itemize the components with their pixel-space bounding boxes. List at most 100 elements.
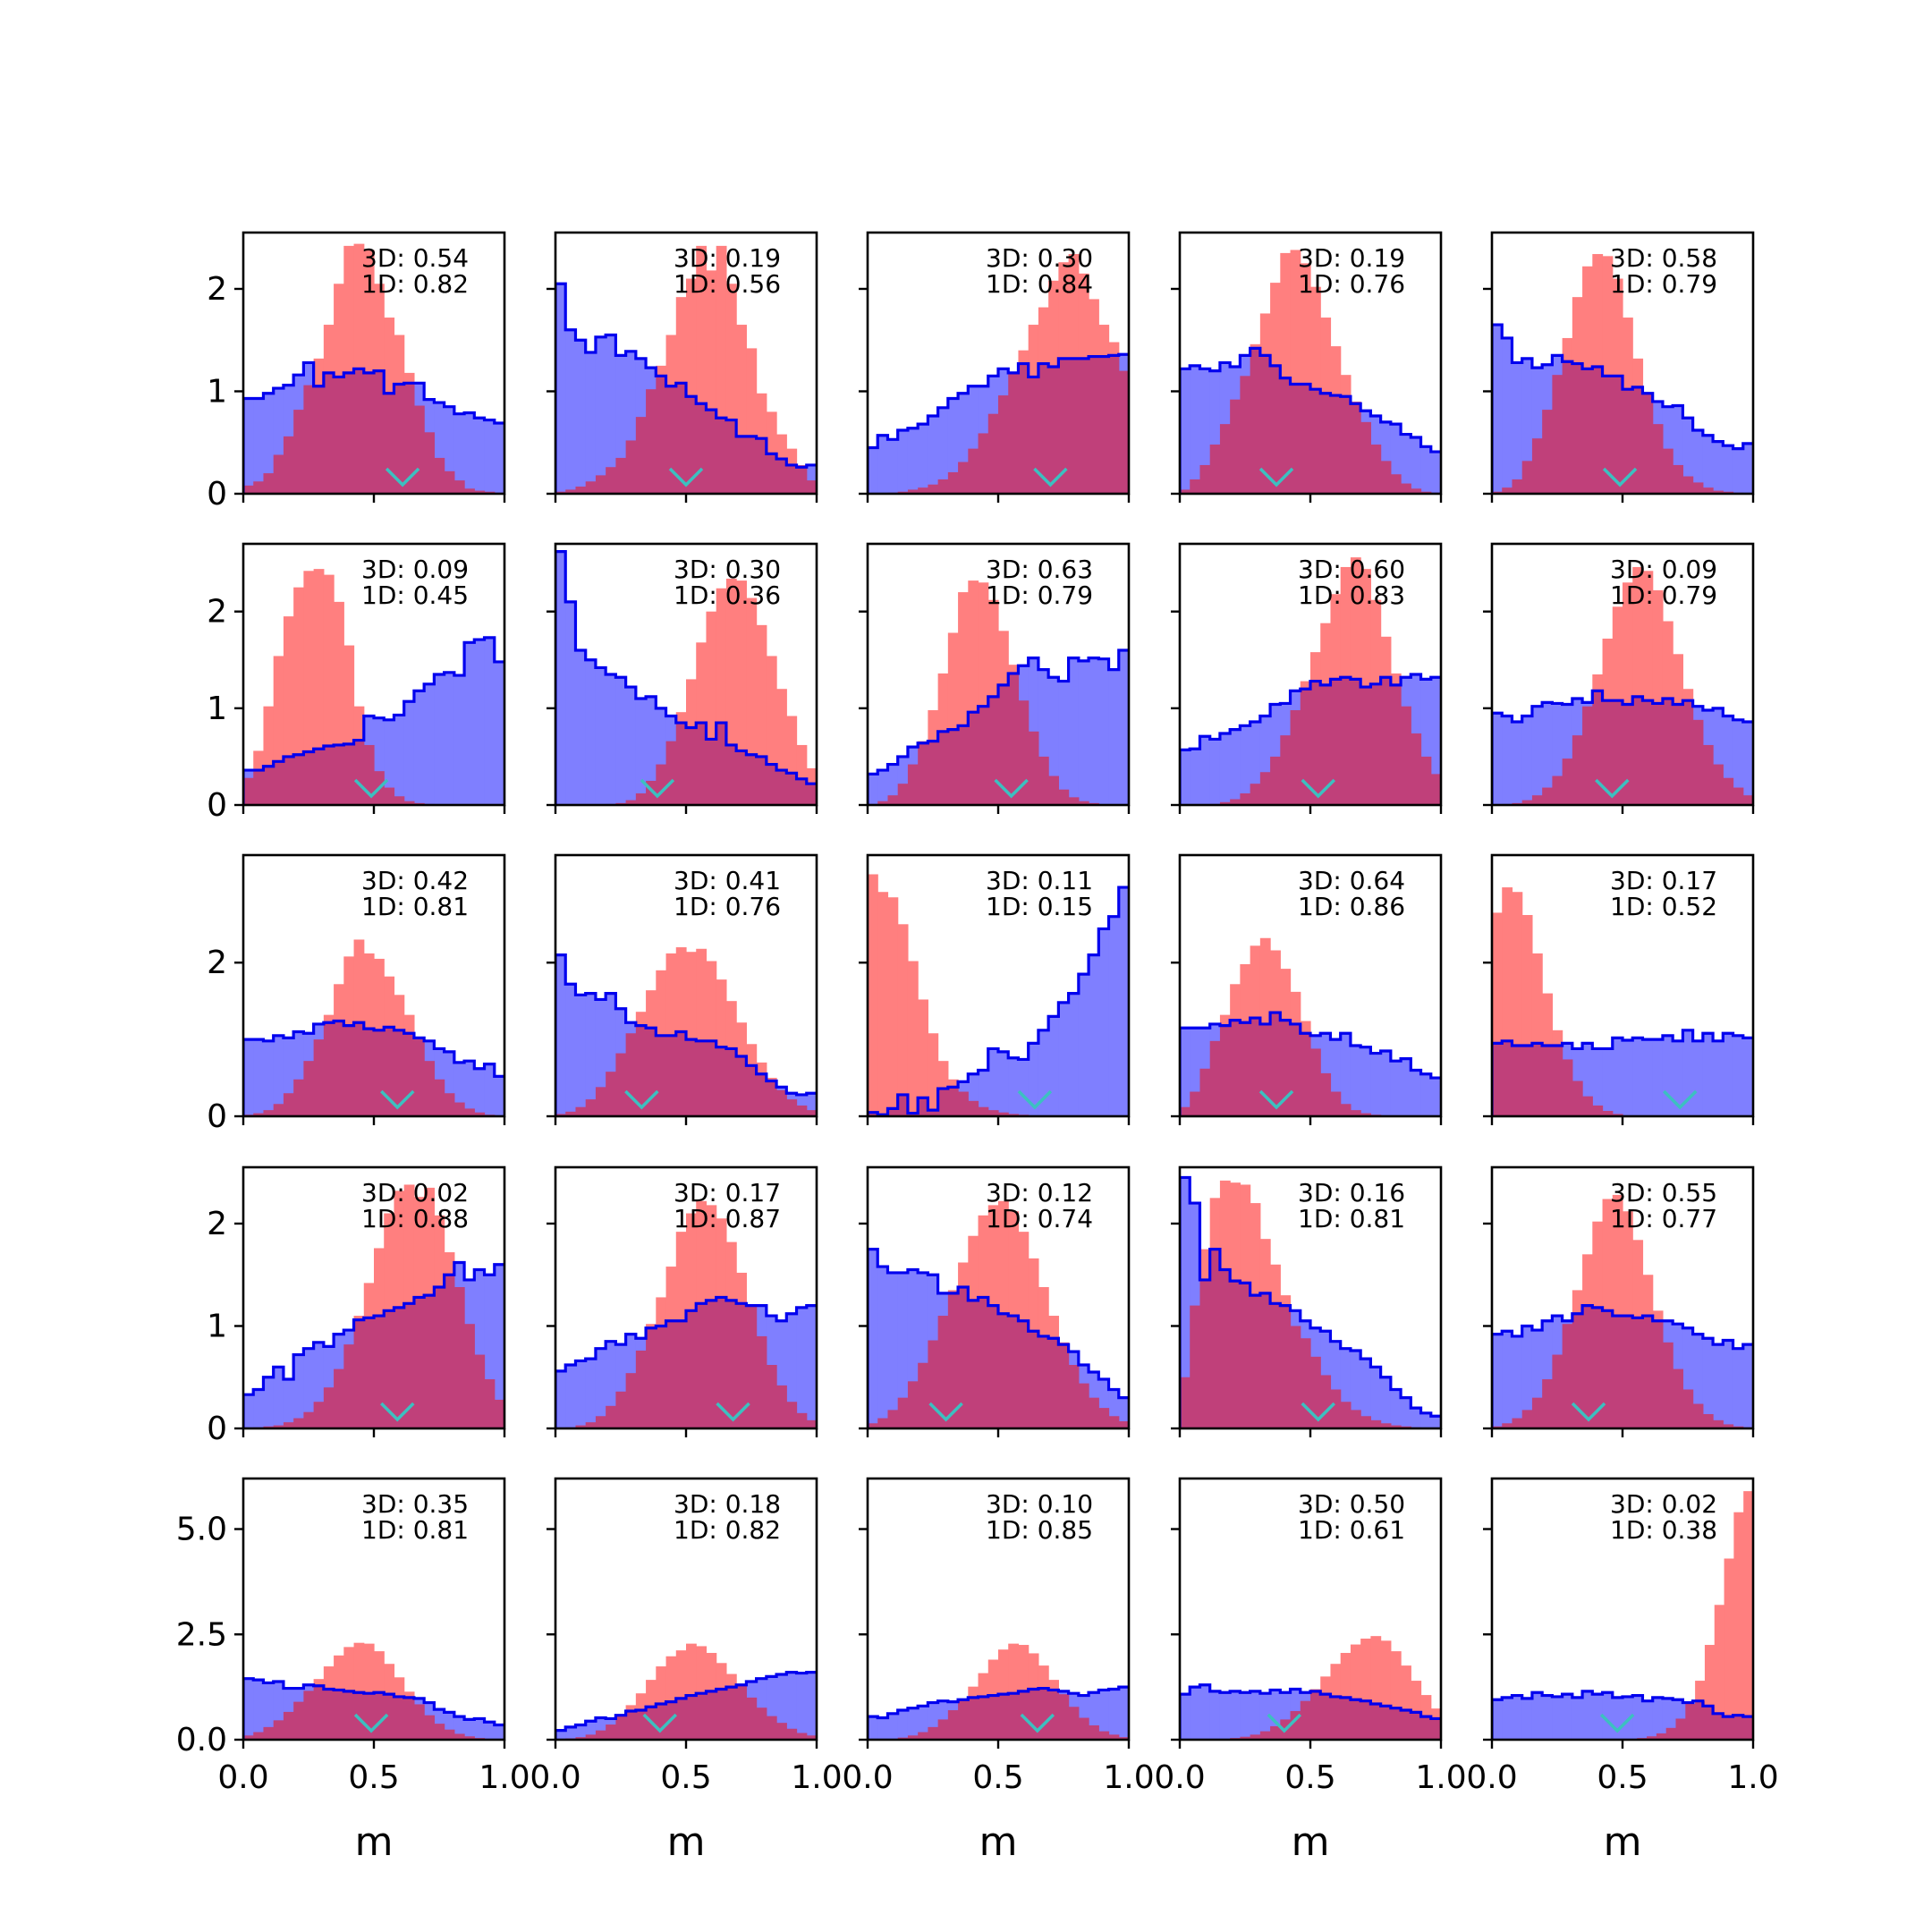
overlap-bar (776, 1723, 787, 1740)
blue-bar (1673, 405, 1683, 494)
overlap-bar (928, 484, 939, 494)
overlap-bar (1430, 774, 1441, 805)
x-tick-label: 1.0 (479, 1759, 530, 1796)
red-bar (706, 611, 717, 740)
overlap-bar (585, 1099, 597, 1116)
blue-bar (1733, 1035, 1744, 1116)
red-bar (1320, 623, 1332, 685)
blue-bar (434, 674, 445, 805)
red-bar (656, 970, 667, 1036)
overlap-bar (595, 1416, 606, 1428)
overlap-bar (1675, 1718, 1686, 1740)
blue-bar (1521, 716, 1533, 805)
x-tick-label: 0.0 (1154, 1759, 1205, 1796)
blue-bar (565, 1365, 577, 1428)
red-bar (725, 578, 737, 745)
blue-step-line (555, 953, 817, 1116)
overlap-bar (1290, 710, 1301, 805)
blue-bar (606, 993, 616, 1116)
red-bar (1632, 566, 1644, 697)
blue-bar (555, 954, 566, 1116)
overlap-bar (918, 1362, 928, 1428)
y-tick-label: 2 (207, 271, 227, 308)
red-bar (776, 689, 787, 771)
annotation-3d: 3D: 0.30 (986, 243, 1093, 273)
red-bar (1380, 1640, 1392, 1707)
blue-bar (464, 642, 475, 805)
red-bar (1390, 1651, 1402, 1708)
blue-bar (384, 719, 395, 805)
blue-bar (1078, 660, 1089, 805)
overlap-bar (1038, 1335, 1049, 1428)
blue-bar (595, 336, 606, 494)
blue-bar (1642, 1700, 1654, 1740)
red-bar (887, 897, 899, 1109)
overlap-bar (1068, 1707, 1080, 1740)
overlap-bar (1502, 1040, 1513, 1116)
blue-bar (1420, 679, 1432, 805)
blue-bar (1652, 1039, 1664, 1116)
overlap-bar (1370, 1419, 1382, 1428)
red-bar (1219, 1180, 1231, 1270)
annotation-3d: 3D: 0.02 (1610, 1489, 1717, 1519)
overlap-bar (1058, 1344, 1070, 1428)
red-bar (374, 1248, 385, 1317)
overlap-bar (1562, 1059, 1573, 1116)
overlap-bar (1219, 1269, 1231, 1428)
blue-bar (907, 428, 919, 494)
annotation-3d: 3D: 0.35 (361, 1489, 469, 1519)
overlap-bar (1602, 376, 1614, 494)
red-bar (313, 358, 325, 386)
red-bar (968, 1686, 979, 1698)
red-bar (444, 1252, 455, 1275)
red-bar (696, 642, 708, 724)
red-bar (403, 1691, 415, 1698)
overlap-bar (384, 1694, 395, 1740)
red-bar (1028, 1258, 1039, 1332)
estimate-marker (716, 1402, 750, 1422)
red-bar (656, 1297, 667, 1326)
blue-bar (444, 1712, 455, 1740)
blue-bar (453, 1062, 465, 1116)
blue-bar (766, 1676, 777, 1740)
blue-bar (1340, 1348, 1352, 1428)
annotation-3d: 3D: 0.09 (361, 555, 469, 584)
plot-area (555, 1200, 817, 1428)
red-bar (1623, 1211, 1633, 1317)
blue-bar (1602, 1692, 1614, 1740)
x-tick-label: 0.0 (1466, 1759, 1517, 1796)
overlap-bar (353, 740, 365, 805)
red-bar (897, 924, 909, 1095)
overlap-bar (1742, 795, 1753, 805)
red-bar (686, 679, 697, 728)
red-bar (334, 284, 344, 377)
blue-bar (1098, 1690, 1110, 1740)
plot-area (243, 1642, 504, 1740)
overlap-bar (1250, 348, 1261, 494)
overlap-bar (868, 1112, 878, 1116)
red-bar (635, 1693, 647, 1711)
red-bar (353, 1642, 365, 1693)
plot-area (243, 939, 504, 1116)
red-bar (1612, 278, 1623, 377)
red-bar (1572, 297, 1583, 364)
red-bar (384, 1213, 395, 1311)
overlap-bar (384, 787, 395, 805)
overlap-bar (696, 403, 708, 494)
x-tick-label: 0.5 (1284, 1759, 1335, 1796)
overlap-bar (273, 454, 284, 494)
overlap-bar (334, 744, 344, 805)
red-bar (363, 250, 375, 373)
overlap-bar (947, 1710, 959, 1740)
overlap-bar (987, 1110, 999, 1116)
red-bar (1199, 1249, 1211, 1280)
x-tick-label: 0.0 (217, 1759, 268, 1796)
y-tick-label: 2 (207, 594, 227, 631)
overlap-bar (434, 457, 445, 494)
blue-bar (1098, 1379, 1110, 1428)
annotation-1d: 1D: 0.77 (1610, 1204, 1717, 1233)
